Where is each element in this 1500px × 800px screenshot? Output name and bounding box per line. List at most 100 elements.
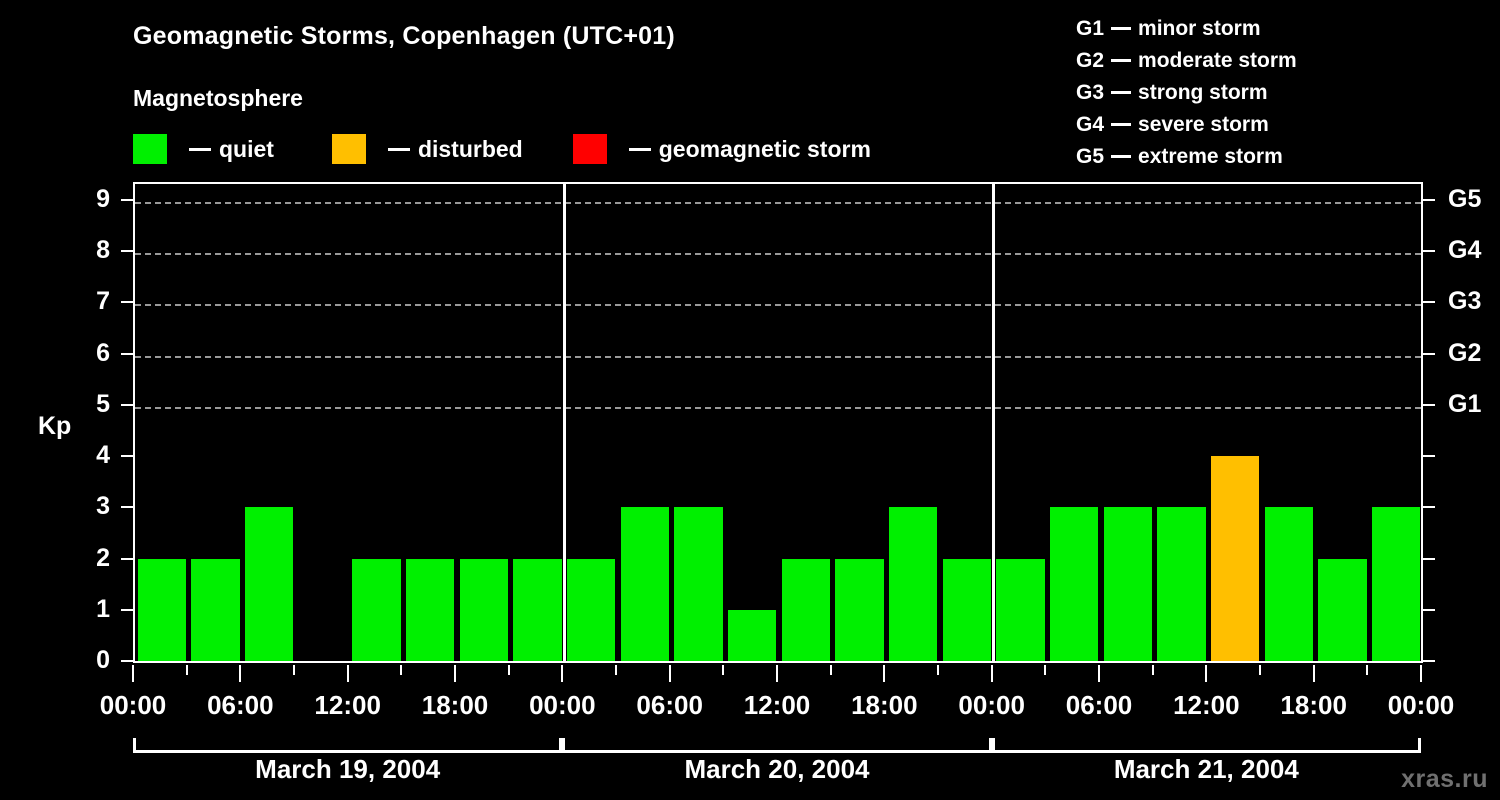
g-legend-code: G3 — [1076, 81, 1105, 104]
x-tick-minor-9 — [615, 665, 617, 675]
y-tick-mark-9 — [121, 198, 133, 201]
x-tick-label-8: 00:00 — [958, 690, 1025, 720]
x-tick-label-12: 00:00 — [1387, 690, 1455, 720]
day-separator-1 — [562, 184, 566, 661]
right-tick-mark-kp-9 — [1423, 198, 1435, 201]
g-legend-row-g1: G1 minor storm — [1076, 13, 1297, 45]
bar-slot-8 — [566, 558, 616, 661]
legend-label-quiet: quiet — [219, 135, 274, 162]
gridline-kp-9 — [135, 201, 1421, 204]
legend-entry-geomagnetic-storm: geomagnetic storm — [572, 134, 871, 164]
g-legend-description: severe storm — [1138, 113, 1269, 136]
x-tick-major-14 — [883, 665, 886, 682]
g-legend-description: strong storm — [1138, 81, 1268, 104]
x-tick-minor-19 — [1151, 665, 1154, 675]
x-tick-major-20 — [1205, 665, 1208, 682]
g-legend-dash-icon — [1111, 91, 1132, 94]
x-tick-label-9: 06:00 — [1065, 690, 1133, 720]
day-label-3: March 21, 2004 — [1113, 754, 1299, 784]
x-tick-major-0 — [132, 665, 134, 682]
bar-slot-23 — [1371, 507, 1421, 661]
x-tick-label-5: 06:00 — [636, 690, 703, 720]
bar-slot-22 — [1318, 558, 1367, 661]
y-axis-title: Kp — [38, 412, 72, 440]
y-tick-mark-8 — [121, 250, 133, 253]
x-tick-minor-23 — [1366, 665, 1369, 675]
x-tick-major-24 — [1420, 665, 1422, 682]
legend-dash-icon — [387, 147, 410, 151]
y-tick-label-5: 5 — [96, 389, 110, 418]
g-legend-row-g4: G4 severe storm — [1076, 109, 1297, 141]
g-axis-label-g2: G2 — [1448, 338, 1482, 367]
x-tick-major-8 — [561, 665, 564, 682]
right-tick-mark-kp-3 — [1423, 506, 1435, 509]
gridline-kp-8 — [135, 253, 1421, 256]
y-tick-label-8: 8 — [96, 236, 110, 265]
page-title: Geomagnetic Storms, Copenhagen (UTC+01) — [133, 22, 675, 50]
legend-label-geomagnetic-storm: geomagnetic storm — [658, 135, 871, 162]
bar-slot-13 — [835, 558, 884, 661]
gridline-kp-7 — [135, 304, 1421, 307]
bar-slot-11 — [727, 609, 777, 661]
day-separator-2 — [992, 184, 996, 661]
right-tick-mark-kp-2 — [1423, 557, 1435, 560]
right-tick-mark-kp-6 — [1423, 352, 1435, 355]
x-tick-label-11: 18:00 — [1280, 690, 1347, 720]
legend-entry-disturbed: disturbed — [331, 134, 523, 164]
bar-slot-21 — [1264, 507, 1314, 661]
g-legend-code: G1 — [1076, 17, 1105, 40]
day-bracket-2 — [562, 738, 992, 753]
x-tick-minor-11 — [722, 665, 725, 675]
g-legend-dash-icon — [1111, 27, 1132, 30]
watermark: xras.ru — [1401, 765, 1488, 793]
g-legend-description: minor storm — [1138, 17, 1261, 40]
series-label: Magnetosphere — [133, 85, 303, 111]
g-legend-row-g3: G3 strong storm — [1076, 77, 1297, 109]
y-tick-label-1: 1 — [96, 594, 110, 623]
g-legend-dash-icon — [1111, 155, 1132, 158]
legend-dash-icon — [189, 147, 211, 151]
g-scale-legend: G1 minor storm G2 moderate storm G3 strong st… — [1076, 13, 1297, 173]
y-tick-mark-7 — [121, 301, 133, 304]
x-tick-minor-5 — [400, 665, 403, 675]
bar-slot-20 — [1210, 456, 1260, 661]
legend-dash-icon — [628, 147, 651, 151]
x-tick-label-6: 12:00 — [743, 690, 811, 720]
x-tick-minor-21 — [1259, 665, 1261, 675]
g-axis-label-g5: G5 — [1448, 184, 1482, 213]
y-tick-label-0: 0 — [96, 646, 110, 674]
x-tick-major-16 — [990, 665, 993, 682]
bar-slot-16 — [996, 558, 1045, 661]
bar-slot-18 — [1103, 507, 1153, 661]
plot-inner — [135, 184, 1421, 661]
y-tick-mark-2 — [121, 557, 133, 560]
x-tick-label-2: 12:00 — [314, 690, 381, 720]
legend-swatch-geomagnetic-storm — [572, 134, 607, 164]
x-tick-label-7: 18:00 — [851, 690, 918, 720]
g-legend-dash-icon — [1111, 123, 1132, 126]
right-tick-mark-kp-4 — [1423, 455, 1435, 458]
bar-slot-9 — [620, 507, 670, 661]
plot-area — [133, 182, 1423, 663]
x-tick-major-18 — [1098, 665, 1100, 682]
right-tick-mark-kp-8 — [1423, 250, 1435, 253]
y-tick-mark-5 — [121, 403, 133, 406]
x-tick-minor-1 — [185, 665, 188, 675]
right-tick-mark-kp-1 — [1423, 608, 1435, 611]
y-tick-mark-6 — [121, 352, 133, 355]
day-label-2: March 20, 2004 — [684, 754, 870, 784]
x-tick-label-1: 06:00 — [207, 690, 274, 720]
bar-slot-0 — [137, 558, 187, 661]
g-axis-label-g3: G3 — [1448, 287, 1482, 316]
bar-slot-15 — [942, 558, 992, 661]
x-tick-label-3: 18:00 — [421, 690, 489, 720]
legend-swatch-disturbed — [331, 134, 366, 164]
bar-slot-4 — [352, 558, 401, 661]
y-tick-label-4: 4 — [96, 441, 110, 470]
right-tick-mark-kp-7 — [1423, 301, 1435, 304]
y-tick-label-7: 7 — [96, 287, 110, 316]
x-tick-major-6 — [454, 665, 456, 682]
y-tick-label-9: 9 — [96, 184, 110, 213]
g-legend-row-g2: G2 moderate storm — [1076, 45, 1297, 77]
day-bracket-1 — [133, 738, 563, 753]
